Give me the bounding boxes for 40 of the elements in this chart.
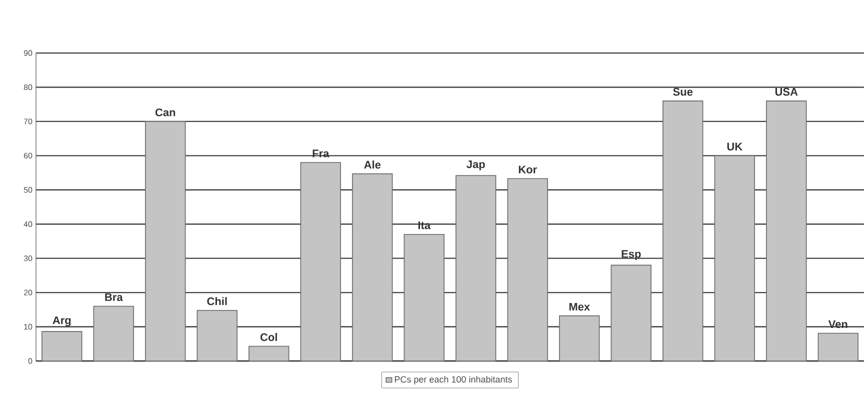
bar	[766, 100, 807, 362]
y-tick-label: 10	[24, 324, 32, 330]
x-tick-label: Col	[260, 333, 277, 342]
legend-label: PCs per each 100 inhabitants	[394, 376, 512, 384]
x-tick-label: Sue	[673, 88, 693, 96]
y-tick-label: 50	[24, 187, 32, 193]
bar	[145, 121, 186, 362]
y-tick-label: 80	[24, 84, 32, 90]
y-tick-label: 60	[24, 152, 32, 158]
bar	[196, 310, 238, 362]
y-tick-label: 70	[24, 118, 32, 124]
x-tick-label: UK	[727, 142, 742, 150]
bar	[714, 155, 755, 362]
bar	[610, 264, 652, 362]
y-tick-label: 30	[24, 255, 32, 262]
x-tick-label: Can	[155, 108, 176, 116]
x-tick-label: Mex	[569, 302, 590, 311]
x-tick-label: Arg	[52, 316, 71, 326]
bar	[507, 178, 548, 362]
bar	[662, 100, 704, 362]
bar	[42, 331, 82, 362]
x-tick-label: Ale	[364, 160, 381, 169]
bar	[300, 162, 341, 362]
x-tick-label: Kor	[518, 166, 537, 174]
bar	[818, 332, 858, 362]
y-tick-label: 20	[24, 290, 32, 296]
bar	[559, 315, 600, 362]
bar	[404, 234, 444, 362]
bar	[456, 175, 496, 362]
y-tick-label: 0	[28, 358, 32, 364]
y-tick-label: 40	[24, 221, 32, 227]
y-tick-label: 90	[24, 50, 32, 56]
bar	[248, 346, 290, 362]
bar	[93, 306, 134, 362]
bar	[352, 173, 393, 362]
x-tick-label: USA	[775, 88, 798, 96]
x-tick-label: Bra	[105, 293, 123, 302]
x-tick-label: Jap	[466, 160, 485, 170]
x-tick-label: Chil	[207, 297, 227, 306]
x-tick-label: Esp	[622, 250, 641, 260]
